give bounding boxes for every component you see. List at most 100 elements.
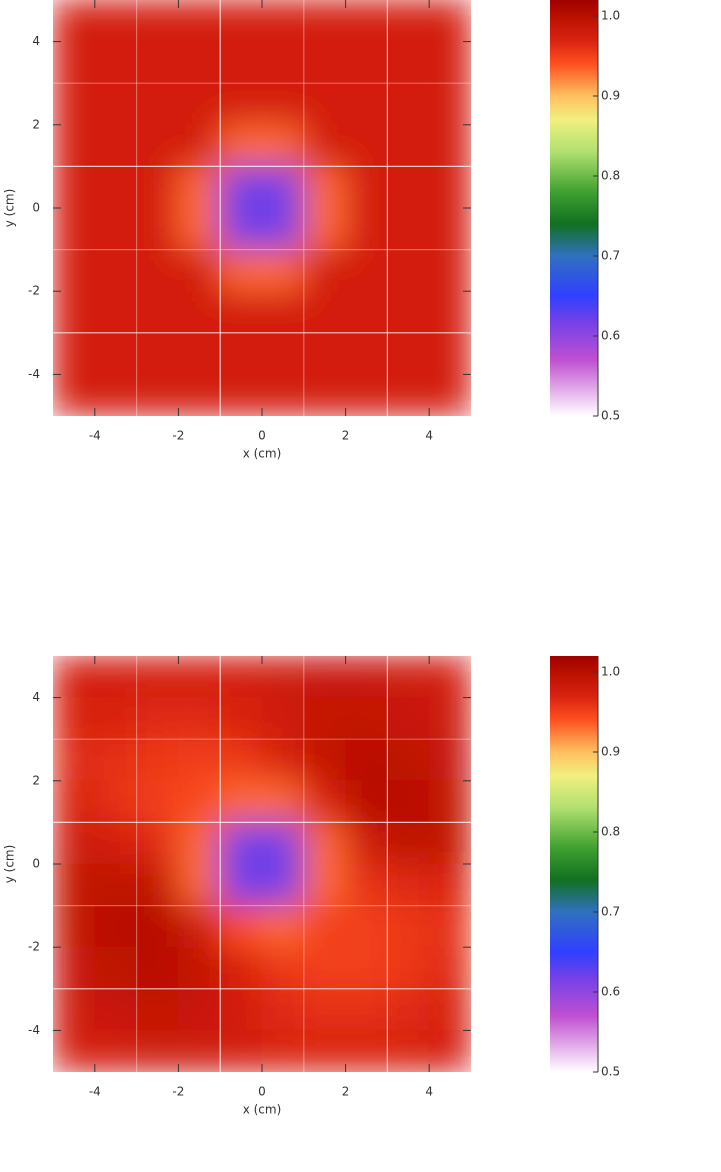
heatmap-cell <box>94 249 138 292</box>
heatmap-cell <box>219 905 263 948</box>
y-axis-label: y (cm) <box>3 845 17 884</box>
heatmap-cell <box>345 373 388 416</box>
heatmap-cell <box>428 373 471 416</box>
heatmap-cell <box>53 905 96 948</box>
heatmap-cell <box>219 207 263 251</box>
heatmap-cell <box>53 82 96 126</box>
heatmap-cell <box>386 1029 430 1072</box>
heatmap-cell <box>386 821 430 865</box>
colorbar-tick-label: 0.6 <box>601 329 620 343</box>
heatmap-cell <box>136 373 179 416</box>
heatmap-cell <box>219 738 263 782</box>
heatmap-cell <box>94 41 138 84</box>
x-axis-label: x (cm) <box>243 1103 282 1117</box>
heatmap-cell <box>386 41 430 84</box>
x-tick-label: 0 <box>258 1085 266 1099</box>
heatmap-cell <box>53 124 96 167</box>
heatmap-cell <box>261 1029 305 1072</box>
heatmap-cell <box>428 290 471 334</box>
heatmap-cell <box>177 373 221 416</box>
heatmap-cell <box>428 1029 471 1072</box>
heatmap-cell <box>386 207 430 251</box>
heatmap-cell <box>261 988 305 1031</box>
y-tick-label: 4 <box>32 34 40 48</box>
heatmap-cell <box>303 656 347 699</box>
heatmap-cell <box>428 165 471 209</box>
heatmap-cell <box>303 332 347 375</box>
heatmap-cell <box>219 988 263 1031</box>
heatmap-cell <box>345 697 388 740</box>
heatmap-cell <box>428 249 471 292</box>
heatmap-cell <box>386 656 430 699</box>
y-tick-label: -2 <box>28 940 40 954</box>
heatmap-cell <box>345 821 388 865</box>
heatmap-cell <box>345 249 388 292</box>
heatmap-cell <box>177 82 221 126</box>
heatmap-cell <box>136 249 179 292</box>
heatmap-cell <box>177 946 221 990</box>
heatmap-cells <box>53 0 471 416</box>
heatmap-cell <box>345 0 388 43</box>
heatmap-cell <box>303 821 347 865</box>
heatmap-cell <box>136 124 179 167</box>
heatmap-cell <box>261 82 305 126</box>
x-tick-label: 4 <box>425 1085 433 1099</box>
heatmap-cell <box>261 41 305 84</box>
heatmap-cell <box>53 780 96 823</box>
heatmap-cell <box>345 82 388 126</box>
heatmap-cell <box>94 332 138 375</box>
heatmap-cell <box>345 1029 388 1072</box>
heatmap-cell <box>261 0 305 43</box>
heatmap-cell <box>303 290 347 334</box>
x-tick-label: -2 <box>172 429 184 443</box>
heatmap-cell <box>428 207 471 251</box>
heatmap-cell <box>428 821 471 865</box>
colorbar-tick-label: 0.5 <box>601 409 620 423</box>
heatmap-cell <box>219 373 263 416</box>
heatmap-cell <box>428 988 471 1031</box>
heatmap-cell <box>219 946 263 990</box>
heatmap-cell <box>386 988 430 1031</box>
heatmap <box>53 0 471 416</box>
heatmap-cell <box>53 290 96 334</box>
heatmap-cell <box>94 738 138 782</box>
heatmap-cell <box>94 905 138 948</box>
x-tick-label: 2 <box>342 1085 350 1099</box>
heatmap-cell <box>94 165 138 209</box>
heatmap-cell <box>428 780 471 823</box>
heatmap-cell <box>94 863 138 907</box>
heatmap-cell <box>428 332 471 375</box>
heatmap-cell <box>136 821 179 865</box>
heatmap-cell <box>261 780 305 823</box>
heatmap-cell <box>303 863 347 907</box>
heatmap-cell <box>136 332 179 375</box>
heatmap-cell <box>386 249 430 292</box>
heatmap-cell <box>94 207 138 251</box>
x-tick-label: -2 <box>172 1085 184 1099</box>
heatmap-cell <box>303 0 347 43</box>
heatmap-cell <box>219 863 263 907</box>
heatmap-cell <box>136 780 179 823</box>
heatmap-cell <box>219 124 263 167</box>
heatmap-cell <box>219 697 263 740</box>
heatmap-cell <box>53 41 96 84</box>
heatmap-cell <box>177 738 221 782</box>
heatmap-cell <box>177 780 221 823</box>
heatmap-cell <box>219 656 263 699</box>
heatmap-cell <box>219 249 263 292</box>
heatmap-cell <box>177 697 221 740</box>
heatmap-cell <box>53 738 96 782</box>
heatmap-cell <box>53 821 96 865</box>
heatmap-cell <box>94 124 138 167</box>
heatmap-cell <box>94 988 138 1031</box>
heatmap-cell <box>136 290 179 334</box>
heatmap-cell <box>303 373 347 416</box>
heatmap-cell <box>303 905 347 948</box>
heatmap-cell <box>428 0 471 43</box>
heatmap-cell <box>177 656 221 699</box>
heatmap-cell <box>53 373 96 416</box>
heatmap-cell <box>303 249 347 292</box>
heatmap-cell <box>345 863 388 907</box>
colorbar-tick-label: 1.0 <box>601 9 620 23</box>
heatmap-cell <box>219 332 263 375</box>
